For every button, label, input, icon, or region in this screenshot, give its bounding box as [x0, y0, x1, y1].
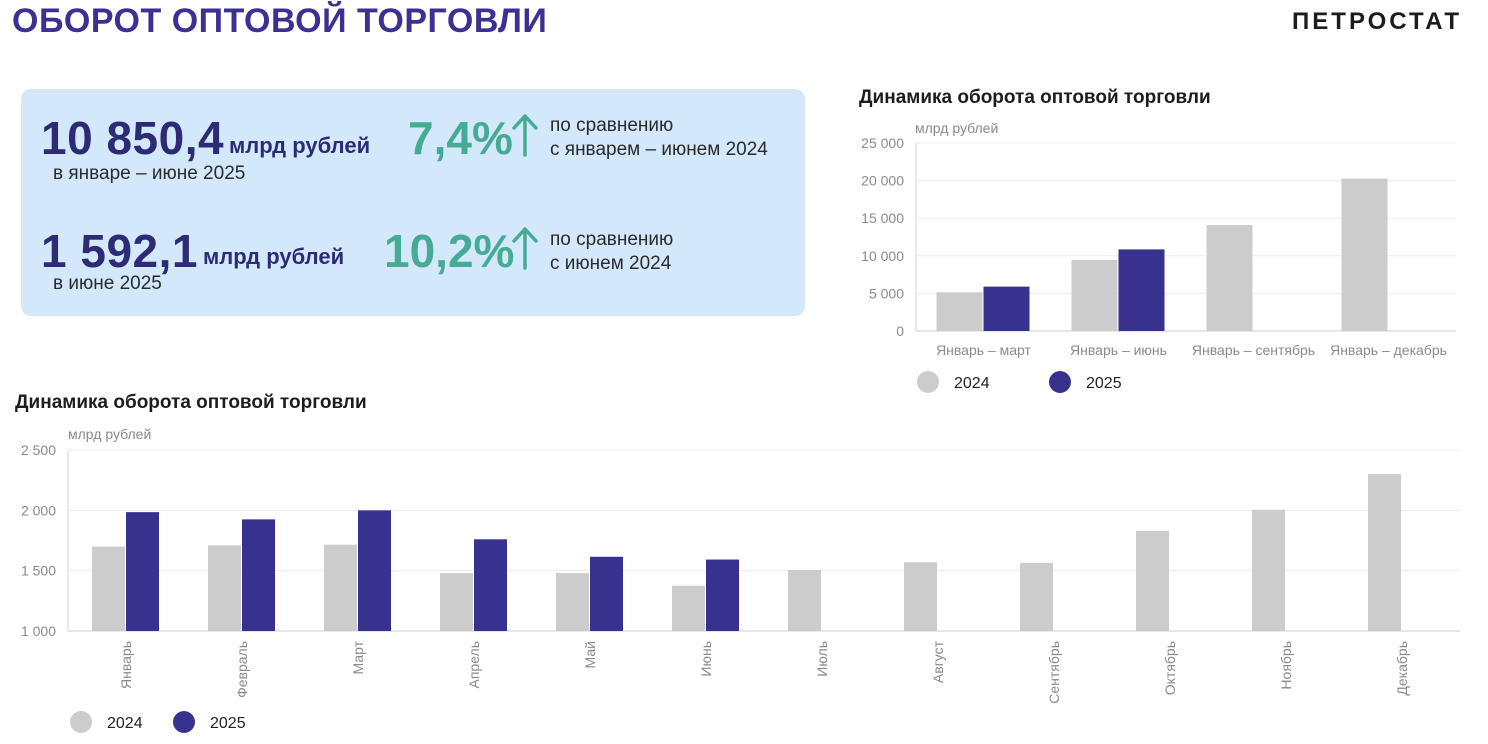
- bar-2024: [1341, 178, 1388, 331]
- x-tick-label: Сентябрь: [1046, 641, 1062, 704]
- x-tick-label: Май: [582, 641, 598, 668]
- brand-logo: ПЕТРОСТАТ: [1292, 8, 1462, 35]
- kpi-period: в июне 2025: [53, 273, 162, 294]
- y-tick-label: 1 500: [21, 563, 56, 579]
- kpi-value: 10 850,4: [41, 112, 225, 164]
- kpi-card: 10 850,4 млрд рублей в январе – июне 202…: [21, 89, 805, 316]
- bar-2024: [208, 545, 241, 631]
- y-tick-label: 20 000: [861, 173, 904, 189]
- y-tick-label: 5 000: [869, 285, 904, 301]
- bar-2025: [242, 519, 275, 631]
- bar-2025: [474, 539, 507, 631]
- bar-2024: [1206, 224, 1253, 331]
- kpi-compare-line2: с июнем 2024: [550, 253, 672, 274]
- bar-2024: [1368, 474, 1401, 631]
- legend-marker-2025: [173, 711, 195, 733]
- y-tick-label: 2 000: [21, 502, 56, 518]
- x-tick-label: Февраль: [234, 641, 250, 698]
- x-tick-label: Январь – июнь: [1070, 342, 1167, 358]
- y-axis-label: млрд рублей: [68, 426, 151, 442]
- x-tick-label: Январь – март: [936, 342, 1031, 358]
- legend-marker-2024: [70, 711, 92, 733]
- kpi-compare-line2: с январем – июнем 2024: [550, 139, 768, 160]
- kpi-change: 10,2%: [384, 225, 515, 277]
- y-tick-label: 10 000: [861, 248, 904, 264]
- y-tick-label: 2 500: [21, 442, 56, 458]
- kpi-compare-line1: по сравнению: [550, 229, 674, 250]
- kpi-unit: млрд рублей: [203, 244, 345, 269]
- bar-2025: [590, 556, 623, 631]
- kpi-period: в январе – июне 2025: [53, 163, 246, 184]
- x-tick-label: Январь – декабрь: [1330, 342, 1447, 358]
- x-tick-label: Июнь: [698, 641, 714, 677]
- y-tick-label: 25 000: [861, 135, 904, 151]
- bar-2024: [92, 546, 125, 631]
- x-tick-label: Ноябрь: [1278, 641, 1294, 690]
- bar-2025: [358, 510, 391, 631]
- bar-2024: [440, 573, 473, 631]
- x-tick-label: Январь – сентябрь: [1192, 342, 1315, 358]
- kpi-compare-line1: по сравнению: [550, 115, 674, 136]
- bar-2025: [706, 559, 739, 631]
- arrow-up-icon: [512, 227, 538, 270]
- x-tick-label: Март: [350, 640, 366, 674]
- legend-label: 2024: [107, 715, 143, 732]
- x-tick-label: Июль: [814, 641, 830, 677]
- legend-marker-2024: [917, 371, 939, 393]
- monthly-bar-chart: 1 000 1 500 2 000 2 500 млрд рублей Январь Фев…: [21, 426, 1460, 733]
- x-tick-label: Декабрь: [1394, 641, 1410, 696]
- page-title: ОБОРОТ ОПТОВОЙ ТОРГОВЛИ: [12, 2, 548, 40]
- legend-label: 2025: [1086, 375, 1122, 392]
- bar-2024: [672, 585, 705, 631]
- legend-label: 2024: [954, 375, 990, 392]
- y-axis-label: млрд рублей: [915, 120, 998, 136]
- legend-marker-2025: [1049, 371, 1071, 393]
- kpi-value: 1 592,1: [41, 225, 198, 277]
- kpi-compare: по сравнению с июнем 2024: [550, 228, 673, 276]
- bar-2024: [788, 570, 821, 631]
- bar-2025: [983, 286, 1030, 331]
- y-tick-label: 1 000: [21, 623, 56, 639]
- bar-2024: [556, 573, 589, 631]
- legend-label: 2025: [210, 715, 246, 732]
- x-tick-label: Январь: [118, 641, 134, 689]
- kpi-unit: млрд рублей: [229, 133, 371, 158]
- bar-2024: [904, 562, 937, 631]
- bar-2025: [1118, 249, 1165, 331]
- bar-2024: [1071, 259, 1118, 331]
- kpi-change: 7,4%: [408, 112, 513, 164]
- x-tick-label: Август: [930, 640, 946, 683]
- chart-title: Динамика оборота оптовой торговли: [859, 87, 1211, 108]
- bar-2024: [1020, 562, 1053, 631]
- x-tick-label: Апрель: [466, 641, 482, 689]
- bar-2024: [324, 544, 357, 631]
- y-tick-label: 0: [896, 323, 904, 339]
- chart-title: Динамика оборота оптовой торговли: [15, 392, 367, 413]
- bar-2024: [1136, 530, 1169, 631]
- bar-2024: [1252, 509, 1285, 631]
- y-tick-label: 15 000: [861, 210, 904, 226]
- arrow-up-icon: [512, 114, 538, 157]
- x-tick-label: Октябрь: [1162, 641, 1178, 695]
- cumulative-bar-chart: 0 5 000 10 000 15 000 20 000 25 000 млрд рубле…: [861, 120, 1456, 393]
- bar-2024: [936, 292, 983, 331]
- bar-2025: [126, 512, 159, 631]
- kpi-compare: по сравнению с январем – июнем 2024: [550, 114, 768, 162]
